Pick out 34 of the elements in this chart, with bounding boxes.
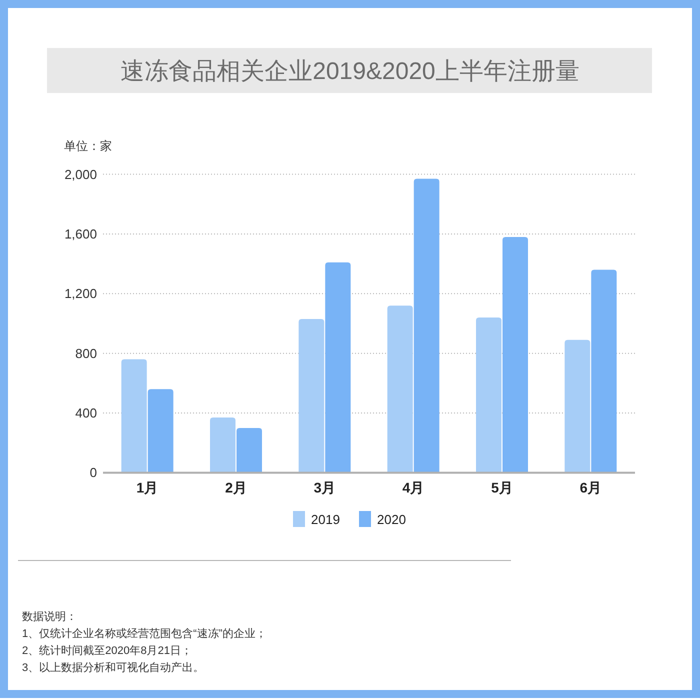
x-tick-label: 6月 bbox=[580, 480, 602, 496]
x-tick-label: 4月 bbox=[402, 480, 424, 496]
bar bbox=[121, 359, 147, 473]
y-tick-label: 400 bbox=[75, 406, 97, 421]
y-axis-title: 单位：家 bbox=[64, 139, 112, 153]
bar bbox=[564, 340, 590, 473]
text: 2、统计时间截至2020年8月21日； bbox=[22, 644, 192, 657]
y-tick-label: 2,000 bbox=[64, 166, 97, 182]
legend-label: 2020 bbox=[377, 512, 406, 527]
bar bbox=[298, 319, 324, 473]
bar bbox=[591, 270, 617, 473]
legend-item: 2019 bbox=[293, 511, 340, 527]
legend-label: 2019 bbox=[311, 512, 340, 527]
text: 数据说明： bbox=[22, 611, 77, 623]
bar bbox=[414, 178, 440, 473]
text: 3、以上数据分析和可视化自动产出。 bbox=[22, 661, 204, 674]
y-tick-label: 1,600 bbox=[64, 226, 97, 242]
y-tick-label: 800 bbox=[75, 346, 97, 361]
x-tick-label: 2月 bbox=[225, 480, 247, 496]
x-tick-label: 5月 bbox=[491, 480, 513, 496]
x-tick-label: 3月 bbox=[314, 480, 336, 496]
bar bbox=[148, 389, 174, 473]
bar bbox=[236, 428, 262, 473]
y-tick-label: 1,200 bbox=[64, 286, 97, 302]
bar bbox=[387, 306, 413, 473]
bar bbox=[502, 236, 528, 473]
x-tick-label: 1月 bbox=[136, 480, 158, 496]
bar bbox=[325, 262, 351, 473]
bar bbox=[210, 417, 236, 473]
bar bbox=[476, 318, 502, 473]
legend-item: 2020 bbox=[359, 511, 406, 527]
text: 1、仅统计企业名称或经营范围包含“速冻”的企业； bbox=[22, 627, 266, 640]
chart-title: 速冻食品相关企业2019&2020上半年注册量 bbox=[120, 58, 580, 85]
y-tick-label: 0 bbox=[90, 465, 97, 480]
